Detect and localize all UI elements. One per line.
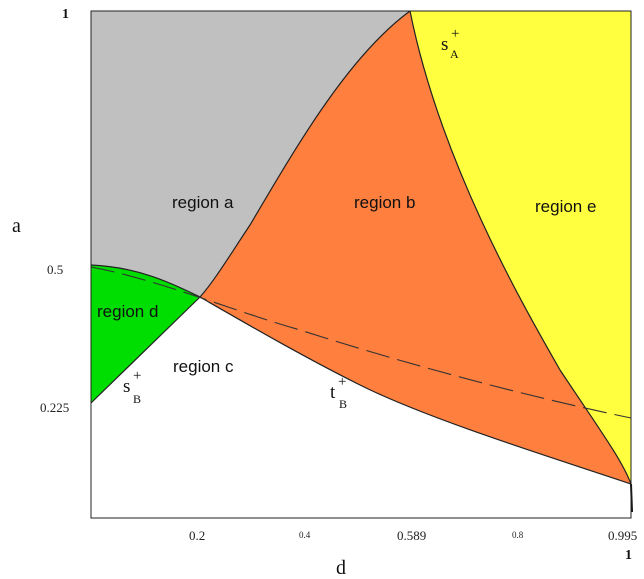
svg-text:+: + [133, 368, 141, 384]
svg-text:s: s [123, 376, 130, 397]
s-A-curve-label: s + A [441, 26, 459, 61]
region-d-label: region d [97, 302, 158, 321]
dashed-curve [90, 266, 632, 419]
plot-frame [90, 10, 632, 519]
x-tick-label-0-4: 0.4 [299, 530, 311, 540]
t-B-curve-label: t + B [330, 374, 347, 411]
svg-text:A: A [450, 47, 459, 61]
region-a-label: region a [172, 193, 234, 212]
y-tick-label-0-225: 0.225 [40, 400, 69, 415]
svg-text:B: B [339, 397, 347, 411]
y-max-tick-label: 1 [62, 7, 69, 22]
region-c-label: region c [173, 357, 234, 376]
boundary-a-d-curve [90, 264, 201, 298]
y-tick-label-0-5: 0.5 [47, 262, 63, 277]
svg-text:s: s [441, 34, 448, 55]
t-B-curve [199, 296, 632, 485]
x-tick-label-0-589: 0.589 [397, 528, 426, 543]
s-B-curve [90, 296, 201, 404]
y-axis-label: a [12, 215, 21, 237]
x-tick-label-0-8: 0.8 [512, 530, 524, 540]
region-e-area [410, 11, 631, 484]
x-tick-label-0-2: 0.2 [189, 528, 205, 543]
svg-text:t: t [330, 382, 336, 403]
svg-text:+: + [338, 374, 346, 390]
region-b-label: region b [354, 193, 415, 212]
s-B-curve-label: s + B [123, 368, 141, 406]
boundary-a-b-curve [199, 10, 411, 298]
region-e-label: region e [535, 197, 596, 216]
x-tick-label-0-995: 0.995 [608, 528, 637, 543]
s-A-curve [409, 10, 632, 485]
region-a-area [91, 11, 410, 297]
svg-text:B: B [133, 392, 141, 406]
svg-text:+: + [451, 26, 459, 42]
x-max-tick-label: 1 [625, 548, 632, 563]
x-axis-label: d [336, 557, 346, 579]
region-b-area [200, 11, 631, 484]
region-d-area [91, 265, 200, 403]
